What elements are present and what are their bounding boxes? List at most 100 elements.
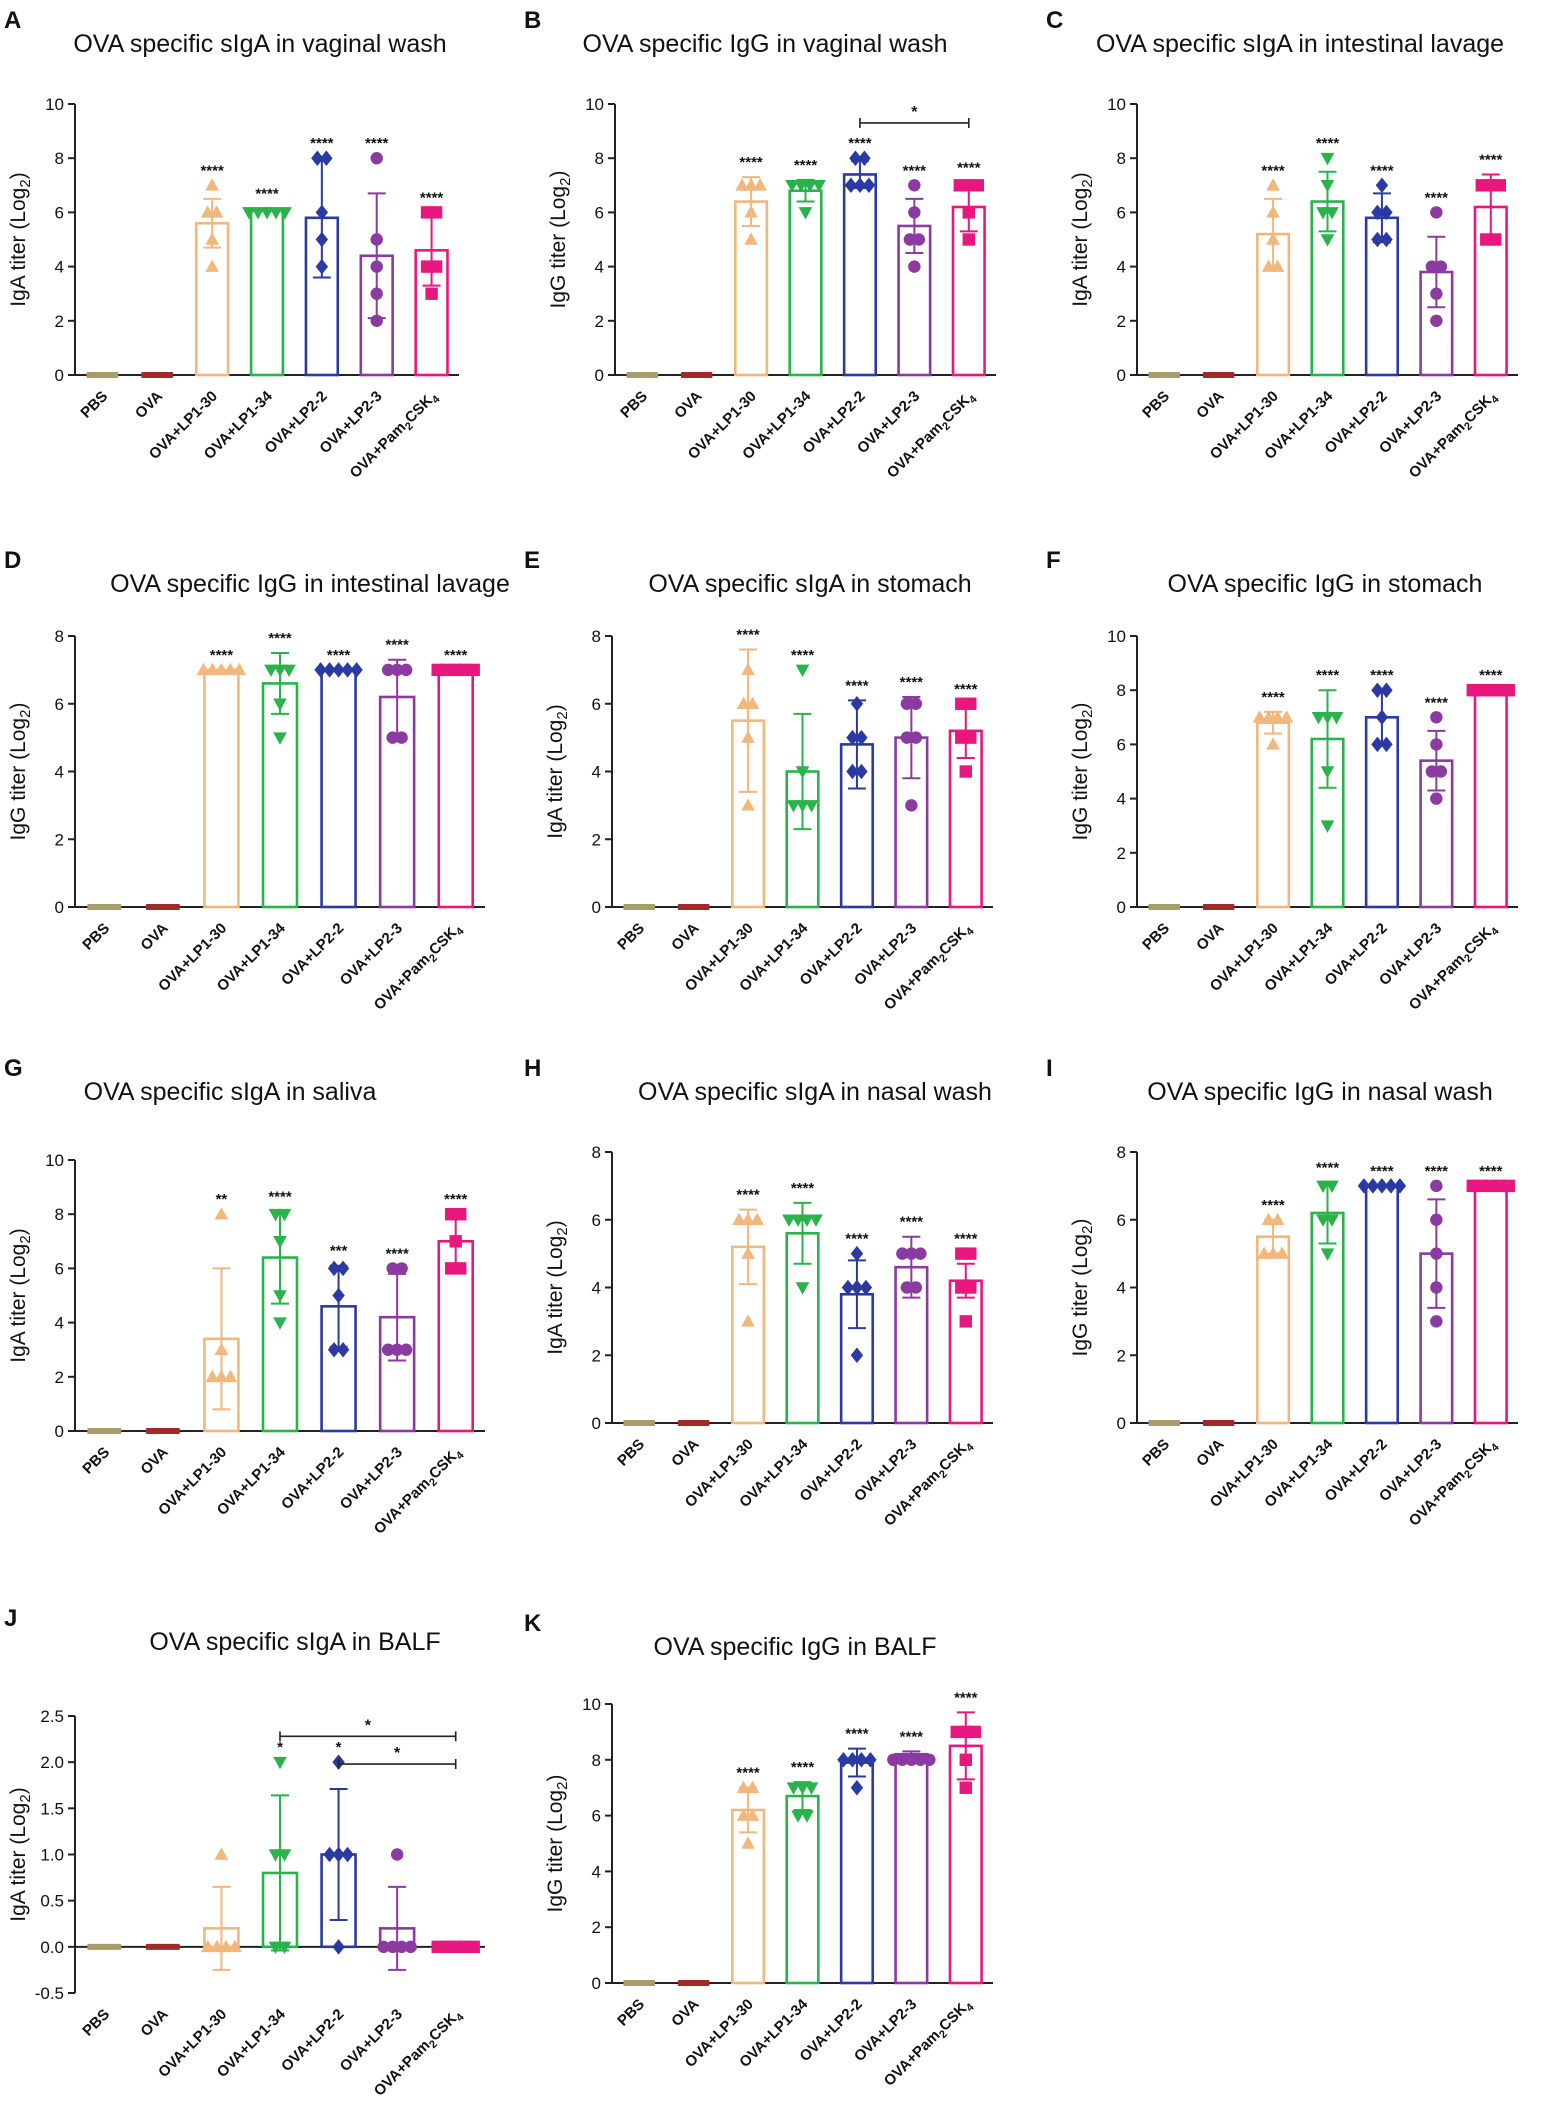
y-axis-label: IgA titer (Log2) <box>544 1220 571 1354</box>
data-point <box>850 696 864 712</box>
data-point <box>273 1290 287 1303</box>
significance-label: **** <box>327 647 351 664</box>
data-point <box>1316 207 1330 220</box>
bar <box>1255 721 1291 909</box>
data-point <box>741 1836 755 1849</box>
significance-label: **** <box>1479 1163 1503 1180</box>
data-point <box>1393 1178 1407 1194</box>
panel-b: B OVA specific IgG in vaginal wash 0 2 4 6 8 10… <box>524 7 996 484</box>
y-tick-label: 8 <box>592 627 601 646</box>
y-tick-label: 2.0 <box>40 1753 64 1772</box>
bar <box>1473 1184 1508 1425</box>
data-point <box>855 763 868 780</box>
data-point <box>205 662 220 676</box>
bar <box>1473 688 1508 909</box>
data-point <box>905 1753 918 1767</box>
data-point <box>205 259 219 272</box>
data-point <box>736 696 751 710</box>
data-point <box>964 697 977 710</box>
data-point <box>341 662 354 678</box>
bar <box>894 1752 929 1985</box>
data-point <box>741 798 755 811</box>
data-point <box>744 232 758 245</box>
data-point <box>1275 1246 1289 1259</box>
data-point <box>1380 204 1393 221</box>
data-point <box>425 287 438 300</box>
data-point <box>741 730 755 743</box>
y-tick-label: 10 <box>585 95 604 114</box>
y-tick-label: 8 <box>55 627 64 646</box>
y-tick-label: 6 <box>592 1807 601 1826</box>
data-point <box>1430 1247 1443 1260</box>
data-point <box>1261 1212 1276 1226</box>
data-point <box>1371 736 1384 753</box>
data-point <box>467 1940 480 1954</box>
data-point <box>314 662 327 678</box>
data-point <box>1430 738 1443 751</box>
data-point <box>370 260 383 273</box>
significance-label: **** <box>1425 1163 1449 1180</box>
data-point <box>850 1245 864 1262</box>
significance-label: ** <box>216 1191 228 1208</box>
data-point <box>1316 1180 1330 1194</box>
chart-title: OVA specific sIgA in BALF <box>149 1628 440 1656</box>
x-tick-label: PBS <box>617 388 651 422</box>
data-point <box>277 1849 292 1862</box>
data-point <box>1320 766 1335 779</box>
y-axis-label: IgG titer (Log2) <box>7 703 34 841</box>
significance-label: **** <box>845 1726 869 1743</box>
y-tick-label: 4 <box>55 763 64 782</box>
y-tick-label: 6 <box>1117 1211 1126 1230</box>
bracket-label: * <box>394 1745 401 1762</box>
bar <box>203 668 240 909</box>
bar <box>948 1279 983 1425</box>
y-tick-label: 0 <box>55 1422 64 1441</box>
significance-label: **** <box>1370 667 1394 684</box>
significance-label: **** <box>268 1188 292 1205</box>
significance-label: **** <box>255 185 279 202</box>
y-tick-label: 4 <box>592 1862 601 1881</box>
bar <box>1148 904 1180 910</box>
data-point <box>399 663 413 677</box>
data-point <box>1430 1281 1443 1294</box>
y-axis-label: IgG titer (Log2) <box>1069 703 1096 841</box>
y-tick-label: 6 <box>55 203 64 222</box>
bar <box>145 1428 180 1434</box>
significance-label: **** <box>1370 162 1394 179</box>
y-tick-label: -0.5 <box>35 1984 64 2003</box>
significance-label: **** <box>200 162 224 179</box>
data-point <box>277 1941 292 1954</box>
x-tick-label: OVA <box>137 1444 171 1478</box>
data-point <box>909 1281 923 1294</box>
data-point <box>327 1260 341 1277</box>
y-tick-label: 4 <box>595 258 604 277</box>
data-point <box>791 1810 805 1823</box>
significance-label: **** <box>1479 667 1503 684</box>
y-tick-label: 4 <box>55 1314 64 1333</box>
data-point <box>323 662 336 678</box>
significance-label: **** <box>845 677 869 694</box>
data-point <box>782 1214 796 1227</box>
data-point <box>1489 233 1502 246</box>
x-tick-label: PBS <box>614 920 648 954</box>
y-axis-label: IgA titer (Log2) <box>1069 172 1096 306</box>
data-point <box>315 258 329 275</box>
data-point <box>429 206 443 219</box>
x-tick-label: OVA <box>132 388 166 422</box>
bar <box>623 904 655 910</box>
data-point <box>377 1940 390 1954</box>
bar <box>680 372 713 378</box>
data-point <box>741 662 755 676</box>
panel-letter: J <box>4 1605 17 1632</box>
data-point <box>1329 712 1344 725</box>
panel-letter: H <box>524 1055 541 1082</box>
data-point <box>390 663 404 677</box>
x-tick-label: PBS <box>614 1996 648 2030</box>
data-point <box>1371 231 1384 248</box>
significance-label: **** <box>310 135 334 152</box>
data-point <box>914 1247 927 1260</box>
y-tick-label: 4 <box>1117 790 1126 809</box>
data-point <box>853 177 867 194</box>
data-point <box>1425 260 1439 273</box>
significance-label: **** <box>385 637 409 654</box>
